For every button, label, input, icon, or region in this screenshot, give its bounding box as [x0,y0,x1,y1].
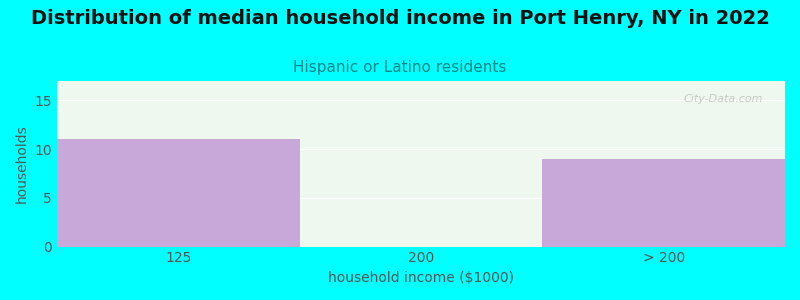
Y-axis label: households: households [15,124,29,203]
X-axis label: household income ($1000): household income ($1000) [328,271,514,285]
Bar [57,140,300,247]
Text: Hispanic or Latino residents: Hispanic or Latino residents [294,60,506,75]
Text: Distribution of median household income in Port Henry, NY in 2022: Distribution of median household income … [30,9,770,28]
Text: City-Data.com: City-Data.com [684,94,763,104]
Bar [542,159,785,247]
